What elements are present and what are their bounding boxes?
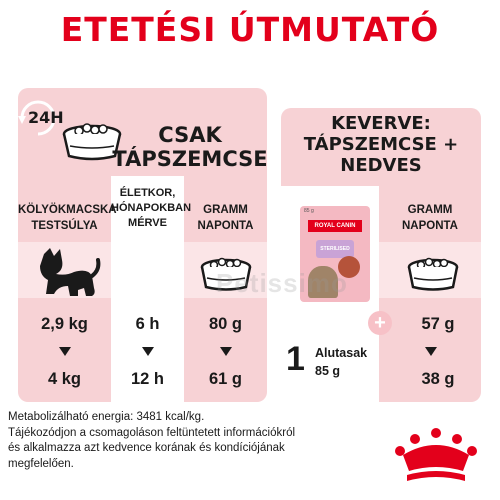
bowl-icon — [62, 123, 122, 161]
mixed-heading-line2: TÁPSZEMCSE + — [303, 134, 459, 155]
kitten-icon — [40, 248, 101, 296]
age-header: ÉLETKOR, HÓNAPOKBAN MÉRVE — [111, 187, 192, 229]
24h-badge-icon — [18, 100, 56, 136]
mixed-grams-value-2: 38 g — [421, 370, 455, 388]
grams-header: GRAMM NAPONTA — [197, 204, 254, 232]
age-value-2: 12 h — [130, 370, 165, 388]
mixed-heading-line1: KEVERVE: — [331, 113, 431, 134]
grams-value-1: 80 g — [208, 315, 243, 333]
mixed-grams-header: GRAMM NAPONTA — [401, 204, 458, 232]
mixed-grams-value-1: 57 g — [421, 315, 455, 333]
dry-heading-line2: TÁPSZEMCSE — [112, 147, 268, 171]
page-title: ETETÉSI ÚTMUTATÓ — [60, 10, 440, 49]
badge-label: 24H — [28, 108, 64, 127]
pouch-count: 1 — [286, 340, 305, 378]
royal-canin-crown-icon — [395, 428, 477, 481]
pouch-label: Alutasak 85 g — [315, 346, 368, 378]
footer-text: Metabolizálható energia: 3481 kcal/kg. T… — [8, 411, 296, 470]
bowl-icon — [407, 257, 459, 291]
mixed-heading-line3: NEDVES — [340, 155, 422, 176]
age-value-1: 6 h — [135, 315, 160, 333]
bowl-icon — [200, 257, 252, 291]
grams-value-2: 61 g — [208, 370, 243, 388]
watermark: Petissimo — [216, 268, 348, 298]
weight-header: KÖLYÖKMACSKA TESTSÚLYA — [18, 204, 117, 232]
dry-heading-line1: CSAK — [158, 123, 222, 147]
weight-value-2: 4 kg — [47, 370, 82, 388]
weight-value-1: 2,9 kg — [41, 315, 88, 333]
arrow-down-icon — [220, 347, 232, 356]
age-column — [111, 176, 184, 400]
pouch-image: 85 g ROYAL CANIN STERILISED — [300, 206, 370, 302]
arrow-down-icon — [425, 347, 437, 356]
plus-icon: + — [368, 311, 392, 335]
arrow-down-icon — [59, 347, 71, 356]
arrow-down-icon — [142, 347, 154, 356]
